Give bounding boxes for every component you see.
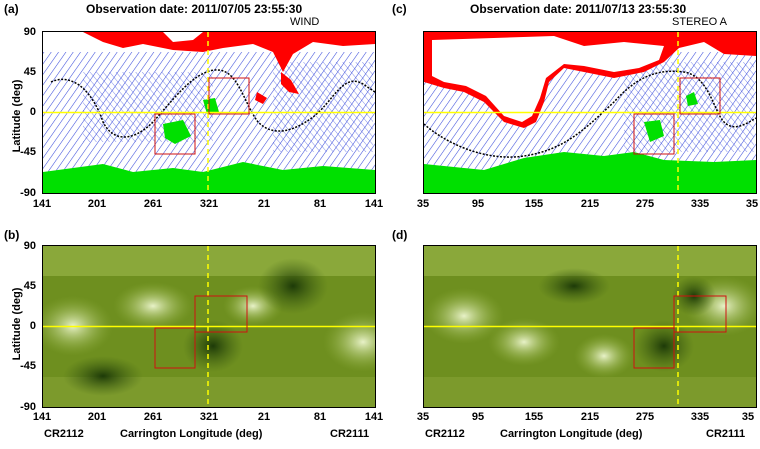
panel-d-region-box-1 [633,327,675,369]
panel-c-xtick: 215 [580,198,600,210]
panel-b-xtick: 201 [87,411,107,423]
panel-a-xtick: 81 [313,198,327,210]
panel-a-xtick: 261 [143,198,163,210]
panel-d-xtick: 35 [741,411,755,423]
panel-a-xtick: 201 [87,198,107,210]
panel-a-label: (a) [4,2,19,16]
panel-d-cr-left: CR2112 [425,428,465,440]
panel-c-xtick: 275 [635,198,655,210]
panel-d-xtick: 215 [580,411,600,423]
panel-b-euv-map [43,246,375,407]
panel-c-xtick: 335 [690,198,710,210]
panel-b-ytick: 45 [23,280,36,292]
panel-c-xtick: 155 [524,198,544,210]
panel-b-xtick: 141 [364,411,384,423]
panel-c-plot [423,31,757,194]
panel-a-xtick: 141 [32,198,52,210]
panel-b-ytick: 0 [29,320,36,332]
panel-b-xlabel: Carrington Longitude (deg) [120,428,263,440]
panel-c-open-negative-region [424,152,756,193]
panel-a-plot [42,31,376,194]
panel-d-euv-map [424,246,756,407]
panel-b-xtick: 21 [257,411,271,423]
panel-d-xtick: 155 [524,411,544,423]
panel-d-region-box-2 [673,295,727,333]
panel-d-cr-right: CR2111 [706,428,746,440]
panel-c-observer: STEREO A [672,16,728,28]
panel-d-xlabel: Carrington Longitude (deg) [500,428,643,440]
panel-b-ytick: 90 [23,240,36,252]
panel-c-neutral-line [424,70,756,158]
panel-a-neutral-line [50,69,375,138]
panel-b-ytick: -45 [20,360,36,372]
panel-d-plot [423,245,757,408]
panel-a-magnetic-map [43,32,375,193]
panel-d-xtick: 35 [416,411,430,423]
panel-a-title: Observation date: 2011/07/05 23:55:30 [86,2,303,16]
panel-a-region-box-1 [154,113,196,155]
panel-a-open-negative-region [43,162,375,193]
panel-b-xtick: 81 [313,411,327,423]
panel-c-region-box-2 [679,77,721,115]
panel-a-xtick: 21 [257,198,271,210]
panel-a-ytick: 45 [23,66,36,78]
panel-b-plot [42,245,376,408]
panel-a-region-box-2 [208,77,250,115]
panel-c-xtick: 95 [471,198,485,210]
panel-d-xtick: 95 [471,411,485,423]
panel-b-region-box-1 [154,327,196,369]
panel-a-xtick: 321 [199,198,219,210]
panel-b-cr-left: CR2112 [44,428,84,440]
panel-c-xtick: 35 [745,198,759,210]
panel-a-open-positive-region [83,32,375,72]
panel-b-xtick: 141 [32,411,52,423]
panel-a-ytick: -45 [20,146,36,158]
panel-b-xtick: 261 [143,411,163,423]
panel-c-region-box-1 [633,113,675,155]
panel-b-ytick: -90 [20,401,36,413]
panel-a-xtick: 141 [364,198,384,210]
panel-c-label: (c) [392,2,407,16]
panel-d-xtick: 335 [690,411,710,423]
panel-d-xtick: 275 [635,411,655,423]
panel-c-xtick: 35 [416,198,430,210]
panel-a-observer: WIND [290,16,320,28]
panel-a-ytick: 90 [23,26,36,38]
panel-c-title: Observation date: 2011/07/13 23:55:30 [470,2,687,16]
panel-b-label: (b) [4,228,20,242]
panel-d-label: (d) [392,228,408,242]
panel-a-ytick: -90 [20,187,36,199]
panel-a-ytick: 0 [29,106,36,118]
panel-b-region-box-2 [194,295,248,333]
panel-b-cr-right: CR2111 [330,428,370,440]
panel-c-magnetic-map [424,32,756,193]
panel-b-xtick: 321 [199,411,219,423]
